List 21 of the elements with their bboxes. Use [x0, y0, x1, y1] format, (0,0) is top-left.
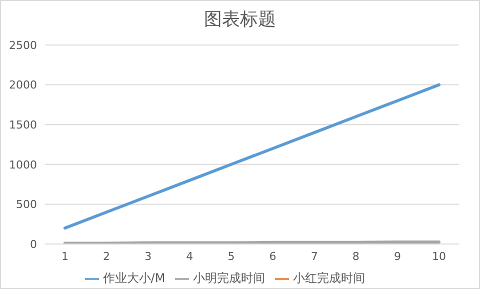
y-tick-label: 1500 [9, 118, 37, 132]
x-tick-label: 10 [432, 250, 446, 263]
legend-label: 小红完成时间 [293, 271, 366, 285]
legend-label: 作业大小/M [102, 271, 166, 285]
x-tick-label: 2 [103, 250, 110, 263]
x-tick-label: 4 [186, 250, 194, 263]
y-tick-label: 2000 [9, 78, 37, 92]
x-tick-label: 5 [228, 250, 235, 263]
legend-label: 小明完成时间 [193, 271, 266, 285]
y-tick-label: 2500 [9, 38, 37, 52]
y-tick-label: 0 [30, 238, 37, 251]
line-series [64, 83, 440, 230]
chart-title: 图表标题 [203, 8, 277, 32]
x-tick-label: 7 [310, 250, 318, 263]
y-tick-label: 1000 [9, 158, 37, 172]
x-tick-label: 3 [144, 250, 152, 263]
x-tick-label: 9 [394, 250, 401, 263]
y-tick-label: 500 [16, 198, 37, 212]
x-tick-label: 1 [62, 250, 68, 263]
x-tick-label: 6 [269, 250, 276, 263]
x-tick-label: 8 [352, 250, 360, 263]
